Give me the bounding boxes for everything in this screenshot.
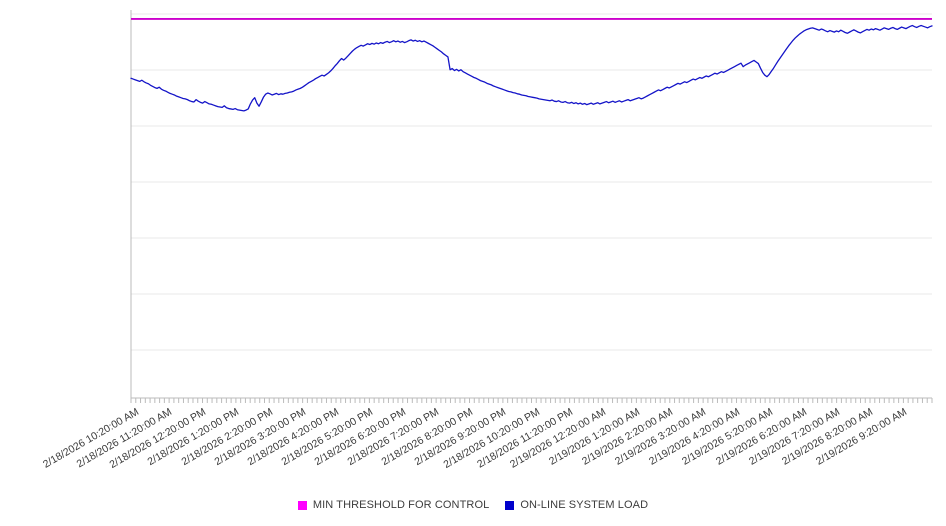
- gridlines: [131, 13, 932, 351]
- series-line-system-load: [130, 24, 933, 112]
- legend-label-min-threshold: MIN THRESHOLD FOR CONTROL: [312, 499, 490, 511]
- legend-swatch-icon: [505, 500, 515, 510]
- legend-item-system-load[interactable]: ON-LINE SYSTEM LOAD: [505, 499, 648, 511]
- chart-legend: MIN THRESHOLD FOR CONTROL ON-LINE SYSTEM…: [0, 496, 946, 514]
- legend-item-min-threshold[interactable]: MIN THRESHOLD FOR CONTROL: [297, 499, 490, 511]
- x-axis-tick-marks: [130, 398, 933, 403]
- legend-swatch-icon: [297, 500, 307, 510]
- legend-label-system-load: ON-LINE SYSTEM LOAD: [520, 499, 649, 511]
